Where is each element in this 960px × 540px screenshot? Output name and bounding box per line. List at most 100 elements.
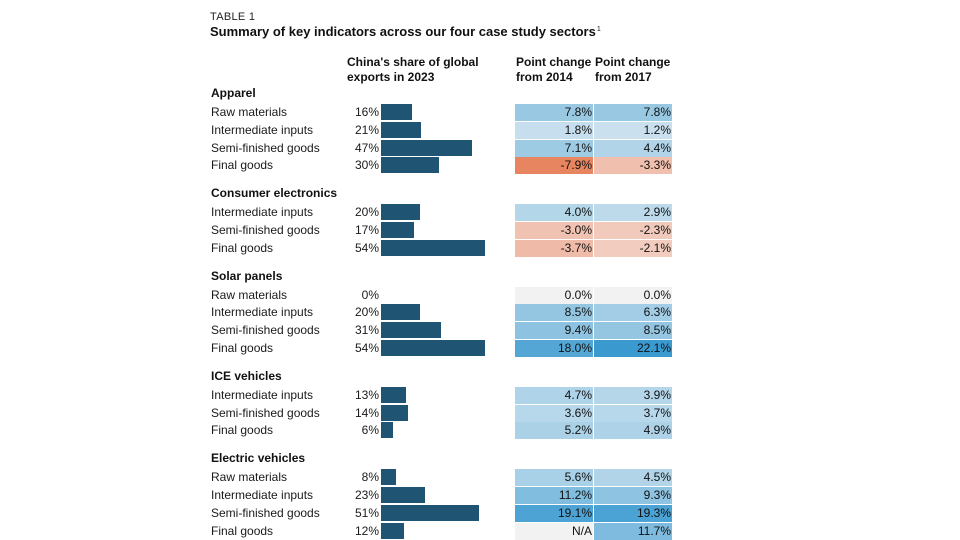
change-2014-cell: 0.0% [515, 286, 593, 304]
change-2017-cell: 11.7% [594, 522, 672, 540]
change-2017-cell: 9.3% [594, 487, 672, 504]
share-value: 54% [354, 341, 379, 355]
share-value: 30% [354, 158, 379, 173]
share-value: 20% [354, 305, 379, 320]
table-title: Summary of key indicators across our fou… [210, 24, 601, 39]
share-value: 51% [354, 505, 379, 520]
change-2014-cell: -3.7% [515, 239, 593, 257]
share-value: 0% [361, 287, 379, 302]
change-2017-cell: 19.3% [594, 504, 672, 522]
category-label: Semi-finished goods [211, 505, 320, 520]
share-value: 31% [354, 323, 379, 338]
column-header-share-line1: China's share of global [347, 55, 479, 69]
share-value: 21% [354, 122, 379, 137]
change-2017-cell: 6.3% [594, 304, 672, 322]
share-bar [381, 322, 441, 339]
change-2014-cell: 1.8% [515, 121, 593, 139]
share-bar [381, 504, 480, 521]
category-label: Intermediate inputs [211, 305, 314, 320]
share-value: 14% [354, 405, 379, 420]
share-bar [381, 239, 486, 256]
change-2017-cell: 2.9% [594, 204, 672, 222]
category-label: Raw materials [211, 105, 288, 119]
share-bar [381, 304, 420, 321]
change-2017-cell: -3.3% [594, 157, 672, 175]
share-bar [381, 340, 486, 356]
category-label: Semi-finished goods [211, 140, 320, 155]
change-2017-cell: 3.9% [594, 386, 672, 404]
share-bar [381, 487, 426, 503]
change-2014-cell: 3.6% [515, 404, 593, 422]
sector-title-electric-vehicles: Electric vehicles [211, 451, 306, 466]
share-bar [381, 386, 407, 403]
change-2014-cell: 18.0% [515, 340, 593, 357]
change-2017-cell: -2.1% [594, 239, 672, 257]
category-label: Final goods [211, 240, 274, 255]
category-label: Semi-finished goods [211, 323, 320, 338]
share-value: 47% [354, 140, 379, 155]
change-2017-cell: 0.0% [594, 286, 672, 304]
category-label: Final goods [211, 341, 274, 355]
share-bar [381, 121, 422, 138]
change-2017-cell: 8.5% [594, 322, 672, 340]
sector-title-ice-vehicles: ICE vehicles [211, 368, 282, 383]
column-header-change-2014-line2: from 2014 [516, 70, 573, 84]
category-label: Raw materials [211, 470, 288, 485]
change-2014-cell: 4.7% [515, 386, 593, 404]
column-header-change-2014-line1: Point change [516, 55, 592, 69]
share-bar [381, 404, 408, 421]
share-bar [381, 522, 405, 539]
change-2017-cell: 22.1% [594, 340, 672, 357]
change-2014-cell: 9.4% [515, 322, 593, 340]
sector-title-apparel: Apparel [211, 86, 256, 100]
change-2014-cell: 4.0% [515, 204, 593, 222]
share-value: 12% [354, 523, 379, 538]
change-2017-cell: 4.4% [594, 139, 672, 157]
change-2014-cell: 7.8% [515, 104, 593, 121]
column-header-share: China's share of global exports in 2023 [347, 55, 479, 85]
category-label: Intermediate inputs [211, 122, 314, 137]
change-2017-cell: 1.2% [594, 121, 672, 139]
share-bar [381, 204, 420, 221]
column-header-change-2017-line2: from 2017 [595, 70, 652, 84]
share-value: 54% [354, 240, 379, 255]
change-2014-cell: N/A [515, 522, 593, 540]
change-2014-cell: 5.2% [515, 422, 593, 440]
change-2014-cell: -3.0% [515, 222, 593, 239]
category-label: Final goods [211, 423, 274, 438]
category-label: Semi-finished goods [211, 405, 320, 420]
sector-title-solar-panels: Solar panels [211, 268, 283, 283]
share-value: 16% [354, 105, 379, 119]
change-2014-cell: 7.1% [515, 139, 593, 157]
category-label: Semi-finished goods [211, 223, 320, 237]
share-bar [381, 469, 397, 486]
share-bar [381, 139, 472, 156]
column-header-change-2014: Point change from 2014 [516, 55, 591, 85]
category-label: Final goods [211, 158, 274, 173]
change-2014-cell: 8.5% [515, 304, 593, 322]
share-bar [381, 222, 414, 238]
share-value: 6% [361, 423, 379, 438]
column-header-change-2017: Point change from 2017 [595, 55, 670, 85]
share-value: 8% [361, 470, 379, 485]
change-2014-cell: -7.9% [515, 157, 593, 175]
table-label: TABLE 1 [210, 11, 256, 23]
change-2017-cell: 7.8% [594, 104, 672, 121]
change-2017-cell: 3.7% [594, 404, 672, 422]
change-2014-cell: 5.6% [515, 469, 593, 487]
share-value: 17% [354, 223, 379, 237]
change-2014-cell: 19.1% [515, 504, 593, 522]
category-label: Intermediate inputs [211, 488, 314, 502]
column-header-change-2017-line1: Point change [595, 55, 671, 69]
sector-title-consumer-electronics: Consumer electronics [211, 186, 338, 201]
change-2017-cell: 4.9% [594, 422, 672, 440]
change-2017-cell: 4.5% [594, 469, 672, 487]
column-header-share-line2: exports in 2023 [347, 70, 435, 84]
change-2017-cell: -2.3% [594, 222, 672, 239]
share-bar [381, 157, 439, 174]
share-value: 13% [354, 387, 379, 402]
category-label: Raw materials [211, 287, 288, 302]
share-bar [381, 422, 393, 439]
category-label: Final goods [211, 523, 274, 538]
